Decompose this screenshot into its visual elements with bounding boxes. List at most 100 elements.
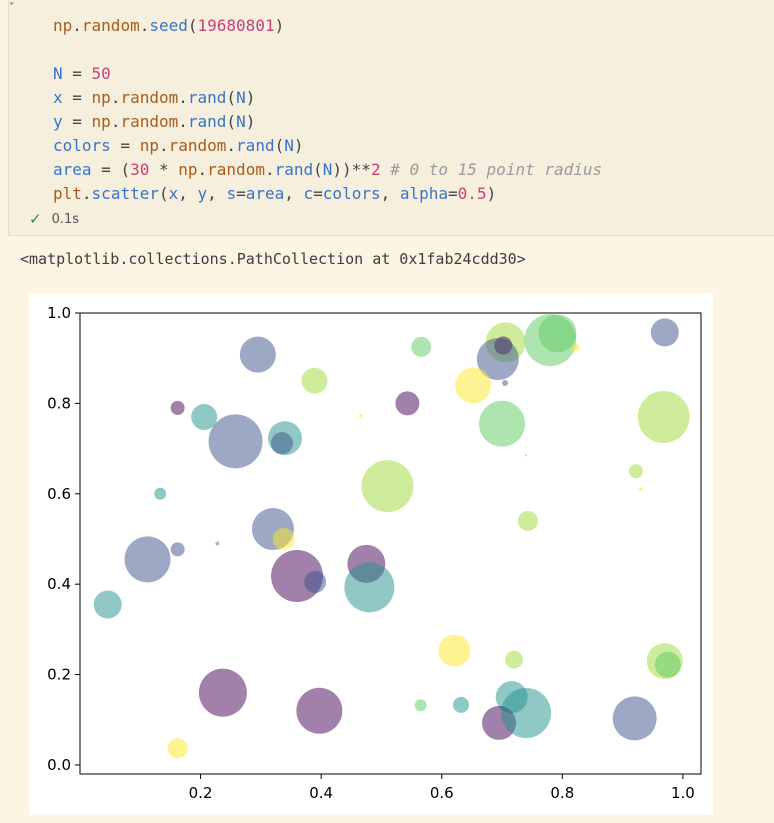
scatter-point: [438, 634, 471, 667]
code-token: ): [245, 112, 256, 131]
code-line: x = np.random.rand(N): [53, 86, 602, 110]
code-token: rand: [187, 112, 227, 131]
code-token: area: [245, 184, 285, 203]
code-token: random: [168, 136, 227, 155]
y-tick-label: 0.0: [47, 756, 71, 774]
code-token: =: [313, 184, 323, 203]
code-token: c: [303, 184, 314, 203]
code-token: (: [158, 184, 169, 203]
code-token: N: [236, 88, 246, 107]
scatter-point: [453, 696, 470, 713]
code-token: x: [168, 184, 179, 203]
code-token: 0.5: [457, 184, 487, 203]
code-token: 2: [370, 160, 381, 179]
y-tick-label: 0.8: [47, 394, 71, 412]
check-icon: ✓: [29, 210, 42, 228]
code-token: seed: [149, 16, 188, 35]
scatter-point: [358, 413, 363, 418]
code-token: .: [264, 160, 275, 179]
code-token: plt: [53, 184, 82, 203]
code-token: .: [81, 184, 92, 203]
scatter-point: [124, 536, 171, 583]
scatter-point: [361, 460, 414, 513]
x-tick-label: 0.6: [430, 784, 454, 802]
code-token: .: [178, 88, 188, 107]
code-line: y = np.random.rand(N): [53, 110, 602, 134]
scatter-point: [395, 391, 420, 416]
code-token: .: [110, 112, 121, 131]
scatter-plot-figure: 0.2 0.4 0.6 0.8 1.0 0.0 0.2 0.4 0.6 0.8 1.0: [29, 293, 713, 815]
code-token: ): [274, 16, 285, 35]
scatter-point: [208, 414, 263, 469]
code-token: )): [332, 160, 352, 179]
code-token: colors: [53, 136, 111, 155]
scatter-point: [637, 390, 690, 443]
code-token: N: [53, 64, 63, 83]
code-token: =: [62, 64, 92, 83]
code-token: rand: [187, 88, 227, 107]
code-token: =: [62, 112, 92, 131]
scatter-point: [650, 318, 679, 347]
code-token: np: [139, 136, 159, 155]
scatter-point: [270, 432, 293, 455]
scatter-point: [296, 687, 343, 734]
code-cell[interactable]: ‣ np.random.seed(19680801) N = 50 x = np.…: [8, 0, 774, 236]
code-token: .: [110, 88, 121, 107]
code-token: random: [81, 16, 140, 35]
execution-time: 0.1s: [51, 211, 80, 227]
code-token: (: [187, 16, 198, 35]
scatter-point: [455, 367, 492, 404]
code-token: *: [149, 160, 179, 179]
cell-output-text: <matplotlib.collections.PathCollection a…: [20, 250, 526, 268]
code-token: ): [293, 136, 304, 155]
scatter-point: [191, 403, 218, 430]
code-token: scatter: [91, 184, 159, 203]
code-token: N: [284, 136, 294, 155]
code-token: random: [207, 160, 265, 179]
y-tick-label: 0.6: [47, 485, 71, 503]
code-editor[interactable]: np.random.seed(19680801) N = 50 x = np.ra…: [53, 14, 602, 206]
scatter-point: [304, 570, 327, 593]
code-token: =: [448, 184, 458, 203]
code-token: s: [226, 184, 237, 203]
code-token: .: [226, 136, 237, 155]
code-token: =: [236, 184, 246, 203]
scatter-point: [215, 541, 220, 546]
code-token: rand: [274, 160, 314, 179]
scatter-point: [538, 314, 577, 353]
code-token: =: [110, 136, 140, 155]
code-token: (: [226, 112, 237, 131]
axes-frame: [79, 312, 702, 775]
scatter-point: [414, 699, 427, 712]
code-token: ,: [207, 184, 227, 203]
code-token: **: [351, 160, 371, 179]
code-token: N: [236, 112, 246, 131]
code-token: .: [158, 136, 169, 155]
scatter-point: [612, 696, 657, 741]
x-tick-label: 0.8: [550, 784, 574, 802]
scatter-point: [344, 562, 395, 613]
code-line: [53, 38, 602, 62]
scatter-point: [167, 738, 188, 759]
scatter-point: [93, 590, 122, 619]
scatter-point: [198, 668, 247, 717]
scatter-point: [571, 342, 580, 351]
code-token: alpha: [399, 184, 449, 203]
collapse-caret-icon[interactable]: ‣: [9, 0, 15, 10]
code-token: N: [322, 160, 333, 179]
code-token: ,: [178, 184, 198, 203]
scatter-point: [638, 487, 643, 492]
scatter-point: [505, 650, 524, 669]
y-tick-label: 1.0: [47, 304, 71, 322]
code-token: random: [120, 88, 179, 107]
code-token: .: [197, 160, 208, 179]
code-token: ,: [284, 184, 304, 203]
y-tick-label: 0.4: [47, 575, 71, 593]
code-token: y: [197, 184, 208, 203]
code-token: np: [53, 16, 73, 35]
code-line: area = (30 * np.random.rand(N))**2 # 0 t…: [53, 158, 602, 182]
code-token: 30: [130, 160, 150, 179]
scatter-points: [93, 314, 690, 759]
code-token: ,: [380, 184, 400, 203]
code-token: np: [178, 160, 198, 179]
